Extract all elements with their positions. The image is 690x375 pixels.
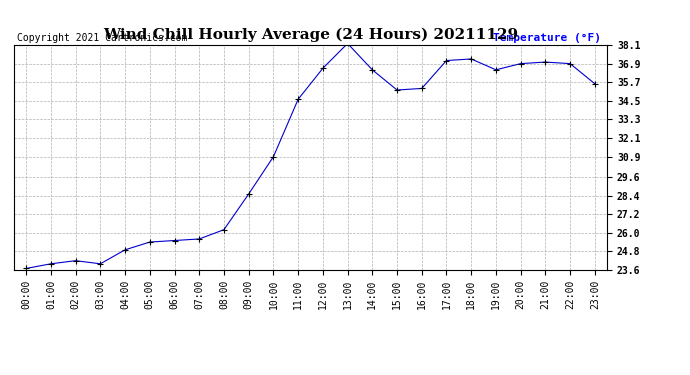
Title: Wind Chill Hourly Average (24 Hours) 20211129: Wind Chill Hourly Average (24 Hours) 202…: [103, 28, 518, 42]
Text: Temperature (°F): Temperature (°F): [493, 33, 601, 43]
Text: Copyright 2021 Cartronics.com: Copyright 2021 Cartronics.com: [17, 33, 187, 43]
